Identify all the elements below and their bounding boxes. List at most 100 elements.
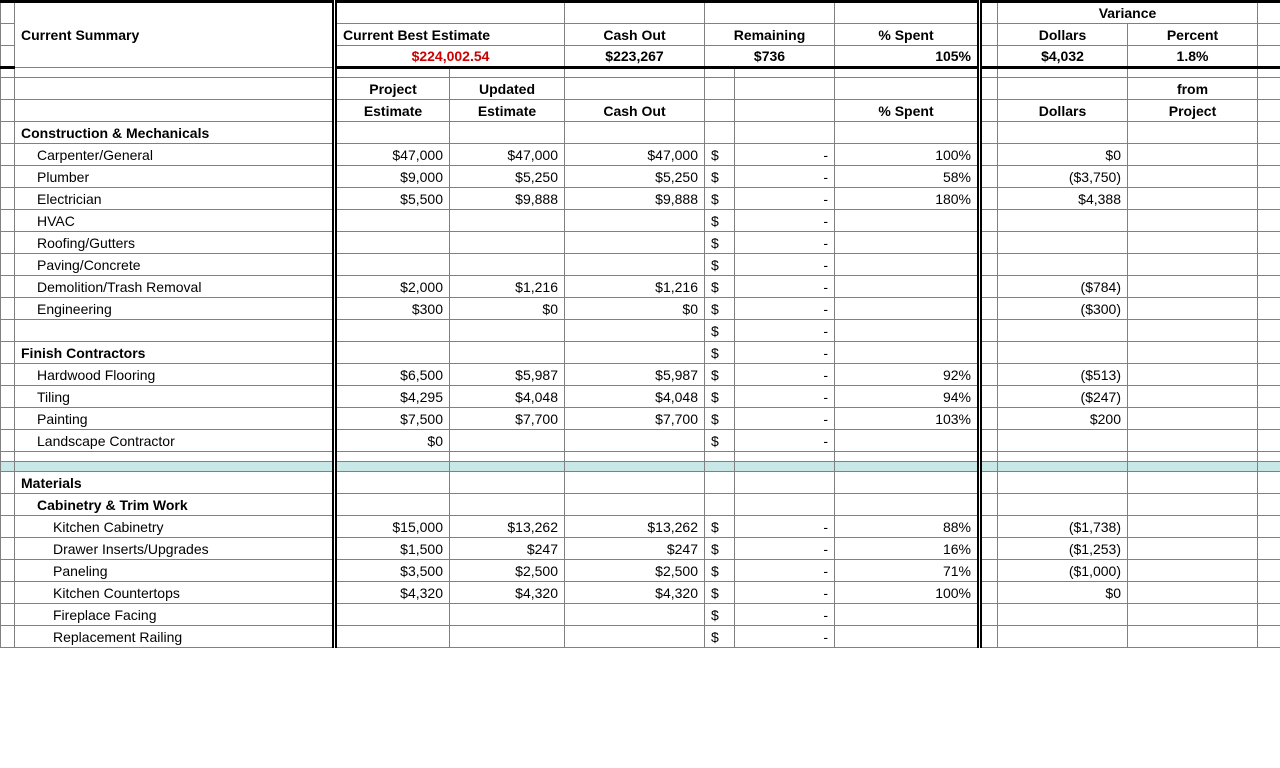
section-materials: Materials xyxy=(1,472,1280,494)
dh-project: Project xyxy=(335,78,450,100)
cell-fp xyxy=(1128,254,1258,276)
cell-co xyxy=(565,626,705,648)
cell-rv: - xyxy=(735,364,835,386)
val-cashout: $223,267 xyxy=(565,46,705,68)
cell-rs: $ xyxy=(705,298,735,320)
cell-co xyxy=(565,430,705,452)
cell-fp xyxy=(1128,166,1258,188)
hdr-percent: Percent xyxy=(1128,24,1258,46)
table-row: Painting$7,500$7,700$7,700$-103%$200 xyxy=(1,408,1280,430)
cell-pe: $2,000 xyxy=(335,276,450,298)
cell-pe: $0 xyxy=(335,430,450,452)
cell-co: $5,987 xyxy=(565,364,705,386)
cell-sp xyxy=(835,430,980,452)
cell-ue: $2,500 xyxy=(450,560,565,582)
dh-updated2: Estimate xyxy=(450,100,565,122)
cell-ue xyxy=(450,626,565,648)
cell-co: $247 xyxy=(565,538,705,560)
table-row: Electrician$5,500$9,888$9,888$-180%$4,38… xyxy=(1,188,1280,210)
cell-rs: $ xyxy=(705,276,735,298)
cell-rs: $ xyxy=(705,626,735,648)
cell-co: $47,000 xyxy=(565,144,705,166)
cell-pe: $7,500 xyxy=(335,408,450,430)
section-construction: Construction & Mechanicals xyxy=(1,122,1280,144)
row-label: Demolition/Trash Removal xyxy=(15,276,335,298)
table-row: Kitchen Countertops$4,320$4,320$4,320$-1… xyxy=(1,582,1280,604)
val-estimate: $224,002.54 xyxy=(335,46,565,68)
cell-ue xyxy=(450,232,565,254)
cell-rv: - xyxy=(735,320,835,342)
cell-sp: 71% xyxy=(835,560,980,582)
cell-sp xyxy=(835,626,980,648)
cell-ue: $4,320 xyxy=(450,582,565,604)
section-finish: Finish Contractors $ - xyxy=(1,342,1280,364)
row-label: Replacement Railing xyxy=(15,626,335,648)
cell-rv: - xyxy=(735,430,835,452)
cell-fp xyxy=(1128,144,1258,166)
cell-rs: $ xyxy=(705,188,735,210)
cell-co: $13,262 xyxy=(565,516,705,538)
cell-fp xyxy=(1128,320,1258,342)
dh-spent: % Spent xyxy=(835,100,980,122)
cell-ue xyxy=(450,254,565,276)
cell-ue: $47,000 xyxy=(450,144,565,166)
cell-ue: $13,262 xyxy=(450,516,565,538)
cell-rs: $ xyxy=(705,582,735,604)
cell-sp xyxy=(835,276,980,298)
cyan-row xyxy=(1,462,1280,472)
cell-fp xyxy=(1128,560,1258,582)
cell-pe xyxy=(335,210,450,232)
cell-pe: $9,000 xyxy=(335,166,450,188)
cell-pe: $300 xyxy=(335,298,450,320)
cell-sp: 180% xyxy=(835,188,980,210)
cell-dl: ($1,738) xyxy=(998,516,1128,538)
row-label: Painting xyxy=(15,408,335,430)
cell-ue: $5,250 xyxy=(450,166,565,188)
cell-ue: $247 xyxy=(450,538,565,560)
cell-dl: $200 xyxy=(998,408,1128,430)
cell-rs: $ xyxy=(705,364,735,386)
cell-dl xyxy=(998,430,1128,452)
row-label: Fireplace Facing xyxy=(15,604,335,626)
table-row: Roofing/Gutters$- xyxy=(1,232,1280,254)
cell-fp xyxy=(1128,364,1258,386)
table-row: Fireplace Facing$- xyxy=(1,604,1280,626)
cell-rs: $ xyxy=(705,210,735,232)
detail-header-row-1: Project Updated from xyxy=(1,78,1280,100)
cell-co xyxy=(565,232,705,254)
cell-rv: - xyxy=(735,560,835,582)
cell-fp xyxy=(1128,626,1258,648)
cell-pe: $4,320 xyxy=(335,582,450,604)
cell-rv: - xyxy=(735,298,835,320)
dh-updated: Updated xyxy=(450,78,565,100)
cell-ue xyxy=(450,320,565,342)
cell-rs: $ xyxy=(705,408,735,430)
cell-dl: ($784) xyxy=(998,276,1128,298)
cell-dl: $4,388 xyxy=(998,188,1128,210)
cell-fp xyxy=(1128,232,1258,254)
cell-sp xyxy=(835,232,980,254)
cell-rv: - xyxy=(735,254,835,276)
row-label: Roofing/Gutters xyxy=(15,232,335,254)
row-label: Tiling xyxy=(15,386,335,408)
cell-rs: $ xyxy=(705,430,735,452)
row-label: Plumber xyxy=(15,166,335,188)
cell-ue: $1,216 xyxy=(450,276,565,298)
section-cabinetry: Cabinetry & Trim Work xyxy=(1,494,1280,516)
cell-dl xyxy=(998,626,1128,648)
row-label: Drawer Inserts/Upgrades xyxy=(15,538,335,560)
table-row: Hardwood Flooring$6,500$5,987$5,987$-92%… xyxy=(1,364,1280,386)
gap-row-2 xyxy=(1,452,1280,462)
dh-from: from xyxy=(1128,78,1258,100)
table-row: Tiling$4,295$4,048$4,048$-94%($247) xyxy=(1,386,1280,408)
cell-fp xyxy=(1128,516,1258,538)
cell-sp: 88% xyxy=(835,516,980,538)
cell-fp xyxy=(1128,430,1258,452)
row-label: Kitchen Countertops xyxy=(15,582,335,604)
cell-dl xyxy=(998,210,1128,232)
cell-dl: $0 xyxy=(998,144,1128,166)
detail-header-row-2: Estimate Estimate Cash Out % Spent Dolla… xyxy=(1,100,1280,122)
dh-fromproj: Project xyxy=(1128,100,1258,122)
cell-ue: $7,700 xyxy=(450,408,565,430)
cell-fp xyxy=(1128,386,1258,408)
